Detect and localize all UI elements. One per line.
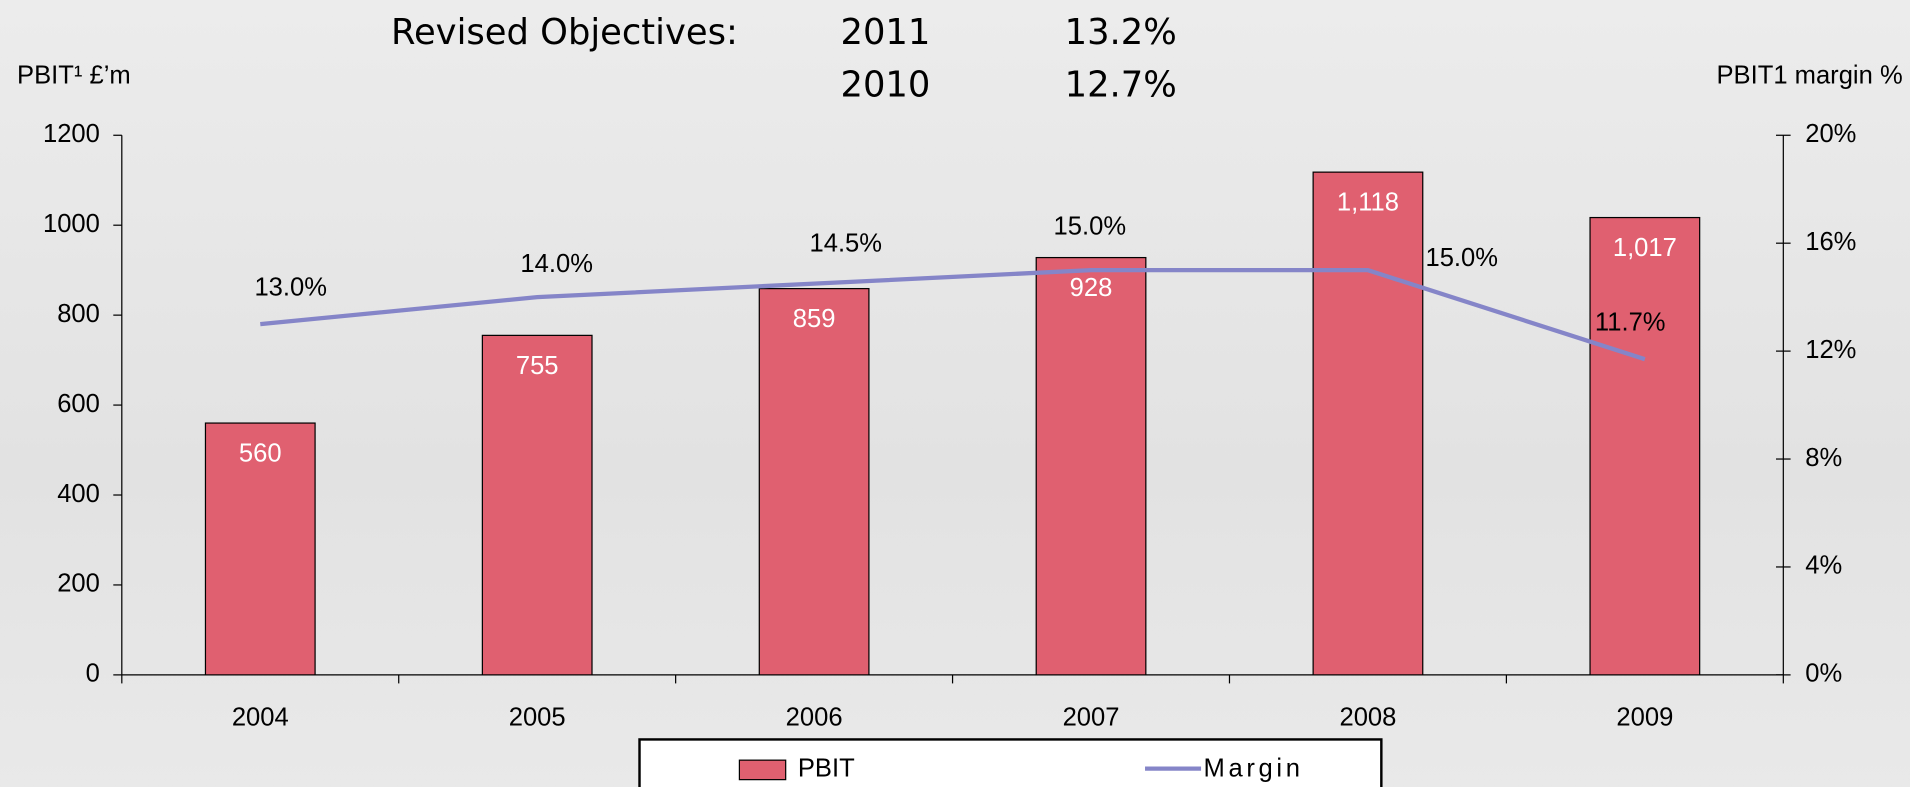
y-tick-label: 800 (57, 300, 100, 328)
y-axis-label: PBIT¹ £’m (17, 62, 131, 90)
x-tick-label: 2006 (786, 703, 843, 731)
y-tick-label: 600 (57, 390, 100, 418)
bar (1312, 171, 1424, 676)
bar-value-label: 755 (516, 352, 559, 380)
bar-value-label: 1,118 (1337, 189, 1399, 217)
bar (758, 287, 870, 676)
y-tick-label: 400 (57, 480, 100, 508)
x-tick-label: 2007 (1063, 703, 1120, 731)
x-tick-label: 2008 (1339, 703, 1396, 731)
bar-value-label: 560 (239, 439, 282, 467)
legend-label: PBIT (798, 755, 855, 783)
x-tick-label: 2009 (1616, 703, 1673, 731)
header-title: Revised Objectives: (391, 12, 738, 53)
margin-value-label: 14.5% (810, 229, 883, 257)
y2-tick-label: 16% (1805, 228, 1856, 256)
x-tick-label: 2004 (232, 703, 289, 731)
margin-line (260, 268, 1646, 362)
margin-value-label: 14.0% (520, 250, 593, 278)
bar-value-label: 1,017 (1613, 234, 1677, 262)
bar (481, 334, 593, 676)
margin-value-label: 15.0% (1425, 244, 1498, 272)
y-tick-label: 1200 (43, 120, 100, 148)
y-tick-label: 200 (57, 570, 100, 598)
header-value: 13.2% (1065, 12, 1177, 53)
margin-value-label: 11.7% (1595, 309, 1666, 337)
y2-axis-label: PBIT1 margin % (1716, 62, 1902, 90)
y2-tick-label: 4% (1805, 552, 1842, 580)
header-value: 12.7% (1065, 65, 1177, 106)
y2-tick-label: 20% (1805, 120, 1856, 148)
y2-tick-label: 12% (1805, 336, 1856, 364)
y2-tick-label: 8% (1805, 444, 1842, 472)
bar (204, 422, 316, 676)
y-tick-label: 1000 (43, 210, 100, 238)
header-year: 2011 (840, 12, 930, 53)
legend-label: Margin (1203, 755, 1303, 783)
bar (1589, 216, 1701, 676)
legend-swatch (738, 759, 787, 781)
margin-value-label: 15.0% (1054, 212, 1127, 240)
bar-value-label: 928 (1070, 274, 1113, 302)
header-year: 2010 (840, 65, 930, 106)
y2-tick-label: 0% (1805, 660, 1842, 688)
y-tick-label: 0 (86, 660, 100, 688)
bar (1035, 256, 1147, 676)
x-tick-label: 2005 (509, 703, 566, 731)
bar-value-label: 859 (793, 305, 836, 333)
margin-value-label: 13.0% (254, 274, 327, 302)
